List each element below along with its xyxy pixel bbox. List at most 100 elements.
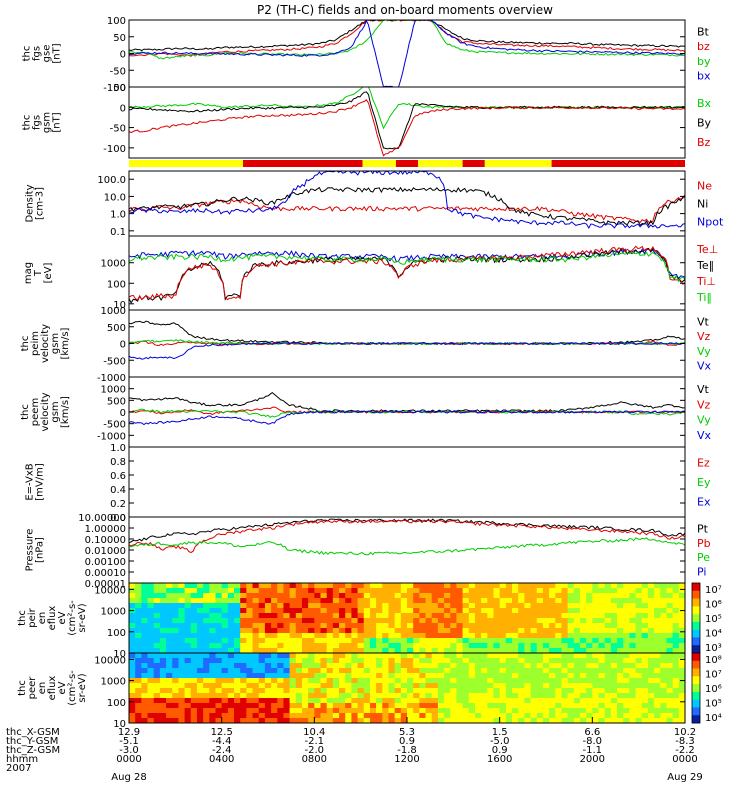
- spectrogram-cell: [407, 628, 414, 634]
- spectrogram-cell: [258, 688, 266, 694]
- spectrogram-cell: [295, 608, 303, 614]
- spectrogram-cell: [437, 678, 445, 684]
- spectrogram-cell: [407, 633, 414, 639]
- spectrogram-cell: [196, 613, 204, 619]
- spectrogram-cell: [234, 698, 241, 704]
- spectrogram-cell: [203, 593, 210, 599]
- spectrogram-cell: [369, 673, 377, 679]
- spectrogram-cell: [623, 643, 630, 649]
- spectrogram-cell: [252, 658, 260, 664]
- spectrogram-cell: [357, 583, 365, 589]
- spectrogram-cell: [468, 653, 476, 659]
- spectrogram-cell: [654, 688, 661, 694]
- spectrogram-cell: [654, 613, 661, 619]
- spectrogram-cell: [345, 718, 352, 723]
- spectrogram-cell: [542, 703, 550, 709]
- spectrogram-cell: [172, 603, 179, 609]
- spectrogram-cell: [542, 593, 550, 599]
- spectrogram-cell: [462, 623, 470, 629]
- spectrogram-cell: [301, 648, 309, 653]
- spectrogram-cell: [301, 713, 309, 719]
- spectrogram-cell: [419, 583, 426, 589]
- spectrogram-cell: [444, 603, 451, 609]
- spectrogram-cell: [635, 678, 643, 684]
- spectrogram-cell: [184, 608, 192, 614]
- spectrogram-cell: [394, 613, 402, 619]
- spectrogram-cell: [678, 713, 685, 719]
- spectrogram-cell: [456, 618, 463, 624]
- spectrogram-cell: [332, 713, 340, 719]
- series-Pe: [129, 537, 685, 556]
- spectrogram-cell: [524, 713, 531, 719]
- spectrogram-cell: [549, 688, 556, 694]
- spectrogram-cell: [153, 688, 161, 694]
- spectrogram-cell: [234, 668, 241, 674]
- legend-entry: by: [697, 55, 711, 68]
- spectrogram-cell: [647, 713, 655, 719]
- spectrogram-cell: [456, 663, 463, 669]
- spectrogram-cell: [456, 693, 463, 699]
- spectrogram-cell: [153, 648, 161, 653]
- spectrogram-cell: [301, 583, 309, 589]
- spectrogram-cell: [487, 693, 494, 699]
- spectrogram-cell: [672, 693, 680, 699]
- spectrogram-cell: [672, 698, 680, 704]
- spectrogram-cell: [641, 628, 649, 634]
- spectrogram-cell: [277, 593, 284, 599]
- spectrogram-cell: [536, 653, 544, 659]
- spectrogram-cell: [505, 673, 513, 679]
- spectrogram-cell: [617, 663, 624, 669]
- spectrogram-cell: [617, 683, 624, 689]
- spectrogram-cell: [413, 693, 420, 699]
- spectrogram-cell: [153, 618, 161, 624]
- spectrogram-cell: [505, 653, 513, 659]
- spectrogram-cell: [635, 688, 643, 694]
- spectrogram-cell: [586, 688, 593, 694]
- spectrogram-cell: [524, 588, 531, 594]
- spectrogram-cell: [499, 583, 507, 589]
- spectrogram-cell: [641, 653, 649, 659]
- spectrogram-cell: [672, 658, 680, 664]
- spectrogram-cell: [635, 618, 643, 624]
- spectrogram-cell: [555, 688, 562, 694]
- spectrogram-cell: [339, 703, 346, 709]
- y-tick-label: -500: [103, 420, 126, 431]
- y-axis-label: thc: [22, 115, 33, 131]
- spectrogram-cell: [215, 648, 223, 653]
- spectrogram-cell: [610, 618, 618, 624]
- spectrogram-cell: [345, 588, 352, 594]
- spectrogram-cell: [240, 608, 247, 614]
- spectrogram-cell: [178, 628, 185, 634]
- spectrogram-cell: [666, 663, 674, 669]
- spectrogram-cell: [474, 693, 482, 699]
- spectrogram-cell: [351, 628, 358, 634]
- spectrogram-cell: [413, 623, 420, 629]
- spectrogram-cell: [400, 713, 408, 719]
- spectrogram-cell: [227, 623, 235, 629]
- spectrogram-cell: [660, 658, 667, 664]
- spectrogram-cell: [271, 688, 278, 694]
- spectrogram-cell: [166, 713, 173, 719]
- spectrogram-cell: [493, 643, 501, 649]
- spectrogram-cell: [400, 718, 408, 723]
- spectrogram-cell: [357, 598, 365, 604]
- spectrogram-cell: [456, 658, 463, 664]
- spectrogram-cell: [234, 633, 241, 639]
- spectrogram-cell: [524, 603, 531, 609]
- spectrogram-cell: [221, 718, 229, 723]
- spectrogram-cell: [505, 628, 513, 634]
- spectrogram-cell: [215, 638, 223, 644]
- mode-bar-segment: [484, 160, 552, 167]
- spectrogram-cell: [567, 603, 575, 609]
- spectrogram-cell: [295, 698, 303, 704]
- spectrogram-cell: [524, 668, 531, 674]
- spectrogram-cell: [166, 693, 173, 699]
- colorbar-segment: [692, 653, 700, 662]
- spectrogram-cell: [289, 658, 297, 664]
- x-tick-label: 12.9: [118, 727, 140, 738]
- spectrogram-cell: [413, 638, 420, 644]
- spectrogram-cell: [172, 673, 179, 679]
- spectrogram-cell: [363, 653, 371, 659]
- spectrogram-cell: [159, 618, 167, 624]
